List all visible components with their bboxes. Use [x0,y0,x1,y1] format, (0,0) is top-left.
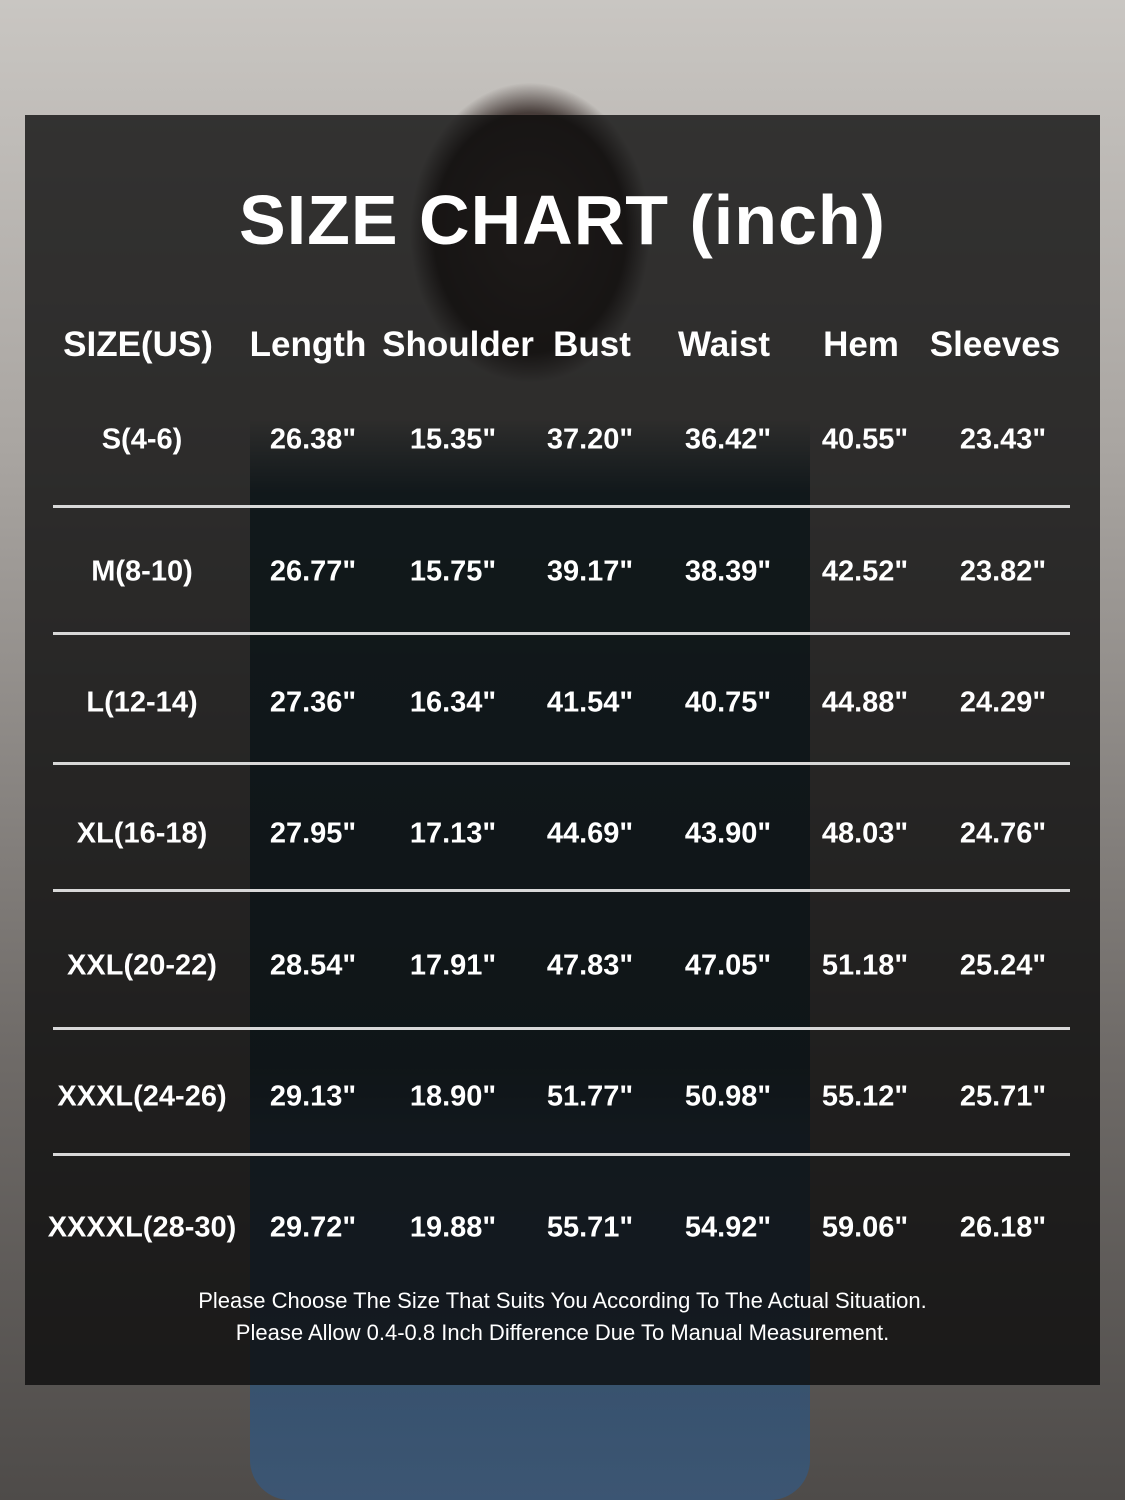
measurement-cell: 24.29" [959,686,1047,719]
measurement-cell: 18.90" [409,1080,497,1113]
row-divider [53,505,1070,508]
row-divider [53,1027,1070,1030]
measurement-cell: 16.34" [409,686,497,719]
measurement-cell: 25.24" [959,949,1047,982]
note-line-1: Please Choose The Size That Suits You Ac… [198,1288,927,1313]
measurement-cell: 50.98" [684,1080,772,1113]
column-header: SIZE(US) [63,325,213,364]
measurement-cell: 26.77" [269,555,357,588]
measurement-cell: 47.05" [684,949,772,982]
measurement-cell: 29.13" [269,1080,357,1113]
measurement-cell: 47.83" [546,949,634,982]
measurement-cell: 23.82" [959,555,1047,588]
measurement-cell: 55.71" [546,1211,634,1244]
size-label: S(4-6) [101,423,183,456]
measurement-cell: 15.35" [409,423,497,456]
measurement-cell: 26.38" [269,423,357,456]
column-header: Waist [677,325,771,364]
column-header: Shoulder [382,325,534,364]
note-line-2: Please Allow 0.4-0.8 Inch Difference Due… [235,1320,890,1345]
measurement-cell: 51.77" [546,1080,634,1113]
size-label: XXXL(24-26) [57,1080,227,1113]
size-label: L(12-14) [86,686,198,719]
row-divider [53,632,1070,635]
measurement-cell: 27.95" [269,817,357,850]
measurement-cell: 19.88" [409,1211,497,1244]
page-title: SIZE CHART (inch) [239,181,886,259]
measurement-cell: 40.75" [684,686,772,719]
column-header: Bust [553,325,631,364]
measurement-cell: 38.39" [684,555,772,588]
measurement-cell: 44.69" [546,817,634,850]
measurement-cell: 17.91" [409,949,497,982]
row-divider [53,1153,1070,1156]
measurement-cell: 17.13" [409,817,497,850]
row-divider [53,889,1070,892]
measurement-cell: 26.18" [959,1211,1047,1244]
measurement-cell: 27.36" [269,686,357,719]
column-header: Length [249,325,367,364]
measurement-cell: 39.17" [546,555,634,588]
size-label: XXL(20-22) [67,949,217,982]
measurement-cell: 28.54" [269,949,357,982]
measurement-cell: 15.75" [409,555,497,588]
row-divider [53,762,1070,765]
size-label: M(8-10) [91,555,193,588]
measurement-cell: 42.52" [821,555,909,588]
measurement-cell: 48.03" [821,817,909,850]
measurement-cell: 54.92" [684,1211,772,1244]
size-label: XL(16-18) [76,817,208,850]
size-label: XXXXL(28-30) [47,1211,237,1244]
measurement-cell: 43.90" [684,817,772,850]
measurement-cell: 59.06" [821,1211,909,1244]
measurement-cell: 29.72" [269,1211,357,1244]
measurement-cell: 25.71" [959,1080,1047,1113]
size-chart-panel [25,115,1100,1385]
measurement-cell: 23.43" [959,423,1047,456]
measurement-cell: 40.55" [821,423,909,456]
measurement-cell: 36.42" [684,423,772,456]
measurement-cell: 41.54" [546,686,634,719]
column-header: Hem [823,325,899,364]
measurement-cell: 37.20" [546,423,634,456]
measurement-cell: 24.76" [959,817,1047,850]
measurement-cell: 55.12" [821,1080,909,1113]
measurement-cell: 44.88" [821,686,909,719]
measurement-cell: 51.18" [821,949,909,982]
column-header: Sleeves [929,325,1061,364]
